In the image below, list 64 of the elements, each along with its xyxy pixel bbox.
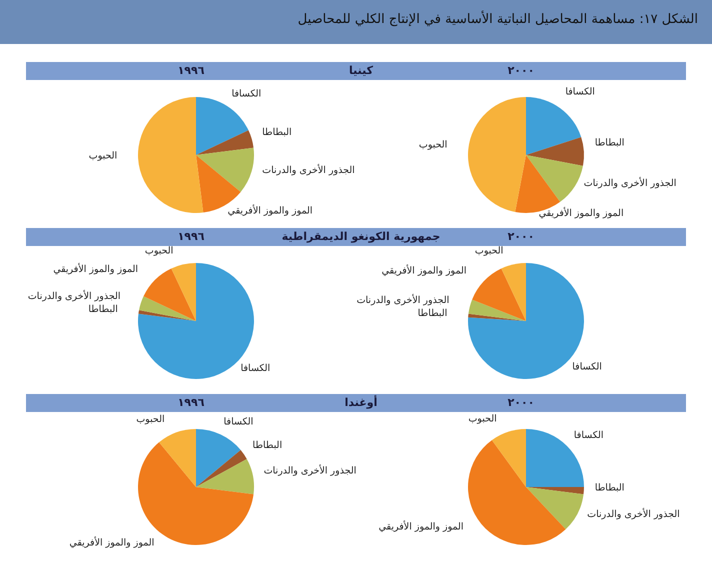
- pie-slice: [468, 440, 566, 545]
- slice-label: الموز والموز الأفريقي: [228, 204, 313, 217]
- chart-subtitle: أوغندا: [344, 396, 378, 409]
- slice-label: الحبوب: [468, 413, 497, 424]
- pie-slice: [138, 310, 196, 321]
- slice-label: الموز والموز الأفريقي: [378, 519, 464, 532]
- pie-slice: [171, 263, 196, 321]
- slice-label: البطاطا: [88, 304, 118, 315]
- slice-label: الجذور الأخرى والدرنات: [356, 293, 450, 306]
- slice-label: الكسافا: [574, 430, 604, 441]
- slice-label: الحبوب: [144, 246, 174, 257]
- slice-label: البطاطا: [594, 482, 624, 494]
- text: الشكل ١٧: مساهمة المحاصيل النباتية الأساسية في الإنتاج الكلي للمحاصيل: [298, 12, 698, 27]
- pie-slice: [138, 97, 204, 213]
- slice-label: الكسافا: [232, 88, 262, 100]
- pie-slice: [526, 137, 584, 166]
- pie-slice: [526, 487, 584, 494]
- pie-slice: [196, 148, 254, 192]
- chart-title: ٢٠٠٠: [508, 230, 534, 243]
- pie-slice: [144, 268, 196, 321]
- pie-slice: [196, 450, 247, 487]
- pie-slice: [468, 314, 526, 321]
- pie-slice: [501, 263, 526, 321]
- slice-label: الجذور الأخرى والدرنات: [264, 463, 356, 476]
- pie-slice: [472, 268, 526, 321]
- slice-label: الكسافا: [224, 416, 254, 428]
- pie-slice: [492, 429, 526, 487]
- pie-slice: [468, 300, 526, 321]
- slice-label: الموز والموز الأفريقي: [69, 536, 154, 549]
- chart-title: ١٩٩٦: [178, 396, 204, 409]
- slice-label: الموز والموز الأفريقي: [538, 206, 624, 219]
- chart-title: ٢٠٠٠: [508, 396, 534, 409]
- slice-label: الجذور الأخرى والدرنات: [28, 288, 121, 302]
- pie-slice: [196, 130, 254, 155]
- slice-label: البطاطا: [594, 137, 624, 148]
- slice-label: البطاطا: [418, 308, 448, 320]
- pie-slice: [196, 459, 254, 494]
- pie-slice: [526, 487, 584, 530]
- slice-label: الحبوب: [474, 246, 504, 257]
- slice-label: الموز والموز الأفريقي: [382, 263, 467, 276]
- slice-label: الحبوب: [136, 414, 165, 426]
- slice-label: الجذور الأخرى والدرنات: [584, 176, 676, 190]
- pie-slice: [196, 429, 241, 487]
- pie-slice: [526, 155, 583, 202]
- slice-label: الكسافا: [572, 362, 602, 373]
- slice-label: الحبوب: [418, 140, 448, 151]
- pie-slice: [159, 429, 196, 487]
- slice-label: الكسافا: [240, 363, 270, 374]
- chart-title: ٢٠٠٠: [508, 64, 534, 77]
- slice-label: الحبوب: [88, 150, 118, 162]
- slice-label: الجذور الأخرى والدرنات: [587, 506, 680, 520]
- slice-label: البطاطا: [252, 440, 282, 451]
- text: جمهورية الكونغو الديمقراطية: [282, 230, 440, 243]
- slice-label: الجذور الأخرى والدرنات: [262, 162, 355, 176]
- slice-label: الكسافا: [565, 86, 595, 98]
- chart-title: ١٩٩٦: [178, 64, 204, 77]
- slice-label: الموز والموز الأفريقي: [53, 262, 138, 275]
- pie-slice: [468, 97, 526, 212]
- pie-slice: [196, 97, 248, 155]
- chart-subtitle: كينيا: [349, 64, 373, 77]
- pie-slice: [526, 97, 582, 155]
- chart-title: ١٩٩٦: [178, 230, 204, 243]
- pie-slice: [139, 296, 196, 321]
- slice-label: البطاطا: [262, 127, 292, 138]
